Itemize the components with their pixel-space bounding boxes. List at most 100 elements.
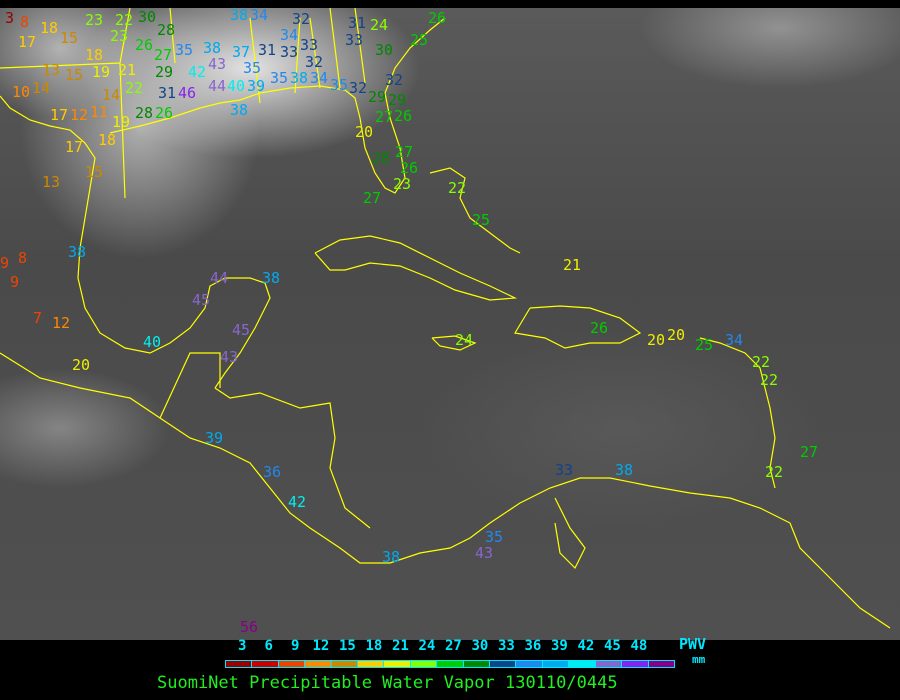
station-pwv-label: 39 <box>247 77 266 95</box>
station-pwv-label: 30 <box>375 41 394 59</box>
color-bar-segment <box>490 661 517 667</box>
legend-tick: 48 <box>630 638 648 654</box>
station-pwv-label: 20 <box>72 356 91 374</box>
us-gulf-north-coastline <box>109 17 446 194</box>
station-pwv-label: 27 <box>363 189 382 207</box>
legend-tick: 18 <box>365 638 383 654</box>
station-pwv-label: 18 <box>98 131 117 149</box>
color-bar-segment <box>648 661 674 667</box>
station-pwv-label: 34 <box>725 331 744 349</box>
station-pwv-label: 9 <box>10 273 20 291</box>
station-pwv-label: 19 <box>92 63 111 81</box>
station-pwv-label: 20 <box>647 331 666 349</box>
station-pwv-label: 39 <box>205 429 224 447</box>
station-pwv-label: 14 <box>102 86 121 104</box>
station-pwv-label: 44 <box>210 269 229 287</box>
station-pwv-label: 24 <box>370 16 389 34</box>
station-pwv-label: 25 <box>695 336 714 354</box>
station-pwv-label: 18 <box>40 19 59 37</box>
station-pwv-label: 13 <box>42 61 61 79</box>
station-pwv-label: 12 <box>52 314 71 332</box>
station-pwv-label: 32 <box>292 10 311 28</box>
legend-tick: 36 <box>524 638 542 654</box>
station-pwv-label: 11 <box>90 103 109 121</box>
color-bar-segment <box>331 661 359 667</box>
color-bar-segment <box>569 661 596 667</box>
station-pwv-label: 22 <box>448 179 467 197</box>
station-pwv-label: 43 <box>475 544 494 562</box>
color-bar-segment <box>358 661 385 667</box>
station-pwv-label: 46 <box>178 84 197 102</box>
station-pwv-label: 33 <box>300 36 319 54</box>
station-pwv-label: 38 <box>230 101 249 119</box>
station-pwv-label: 15 <box>65 66 84 84</box>
station-pwv-label: 33 <box>280 43 299 61</box>
cuba-coastline <box>314 235 518 301</box>
station-pwv-label: 22 <box>115 11 134 29</box>
hispaniola-coastline <box>514 305 642 349</box>
station-pwv-label: 40 <box>143 333 162 351</box>
station-pwv-label: 38 <box>203 39 222 57</box>
legend-tick: 6 <box>264 638 273 654</box>
station-pwv-label: 34 <box>280 26 299 44</box>
station-pwv-label: 33 <box>345 31 364 49</box>
station-pwv-label: 10 <box>12 83 31 101</box>
station-pwv-label: 32 <box>349 79 368 97</box>
us-state-borders <box>0 8 366 199</box>
station-pwv-label: 28 <box>135 104 154 122</box>
station-pwv-label: 29 <box>155 63 174 81</box>
station-pwv-label: 29 <box>388 91 407 109</box>
station-pwv-label: 22 <box>765 463 784 481</box>
color-bar <box>225 660 675 668</box>
station-pwv-label: 45 <box>232 321 251 339</box>
station-pwv-label: 24 <box>455 331 474 349</box>
station-pwv-label: 33 <box>555 461 574 479</box>
station-pwv-label: 19 <box>112 113 131 131</box>
station-pwv-label: 35 <box>485 528 504 546</box>
station-pwv-label: 17 <box>50 106 69 124</box>
color-bar-segment <box>384 661 411 667</box>
station-pwv-label: 27 <box>154 46 173 64</box>
station-pwv-label: 38 <box>262 269 281 287</box>
station-pwv-label: 26 <box>400 159 419 177</box>
station-pwv-label: 40 <box>227 77 246 95</box>
station-pwv-label: 7 <box>33 309 43 327</box>
station-pwv-label: 23 <box>110 27 129 45</box>
station-pwv-label: 28 <box>372 149 391 167</box>
color-bar-segment <box>252 661 279 667</box>
station-pwv-label: 38 <box>68 243 87 261</box>
lake-maracaibo <box>554 497 586 570</box>
coastlines <box>0 8 891 629</box>
color-bar-segment <box>595 661 623 667</box>
legend-tick: 24 <box>418 638 436 654</box>
station-pwv-label: 42 <box>288 493 307 511</box>
color-bar-segment <box>226 661 253 667</box>
station-pwv-label: 35 <box>270 69 289 87</box>
station-pwv-label: 22 <box>760 371 779 389</box>
us-gulf-coastline <box>0 95 271 389</box>
legend-tick: 27 <box>445 638 462 654</box>
station-pwv-label: 37 <box>232 43 251 61</box>
jamaica-coastline <box>431 335 477 351</box>
station-pwv-label: 32 <box>385 71 404 89</box>
station-pwv-label: 15 <box>85 163 104 181</box>
station-pwv-label: 34 <box>310 69 329 87</box>
color-bar-segment <box>516 661 543 667</box>
color-bar-segment <box>622 661 649 667</box>
station-pwv-label: 42 <box>188 63 207 81</box>
station-pwv-label: 17 <box>65 138 84 156</box>
station-pwv-label: 21 <box>563 256 582 274</box>
station-pwv-label: 26 <box>135 36 154 54</box>
legend-tick: 15 <box>339 638 356 654</box>
station-pwv-label: 45 <box>192 291 211 309</box>
station-pwv-label: 26 <box>428 9 447 27</box>
station-pwv-label: 31 <box>258 41 277 59</box>
central-america-coastline <box>0 352 891 629</box>
station-pwv-label: 35 <box>175 41 194 59</box>
image-title: SuomiNet Precipitable Water Vapor 130110… <box>157 673 618 693</box>
station-pwv-label: 29 <box>368 88 387 106</box>
legend-unit-label: PWV <box>679 635 707 653</box>
station-pwv-label: 36 <box>263 463 282 481</box>
legend-unit: mm <box>692 653 706 666</box>
